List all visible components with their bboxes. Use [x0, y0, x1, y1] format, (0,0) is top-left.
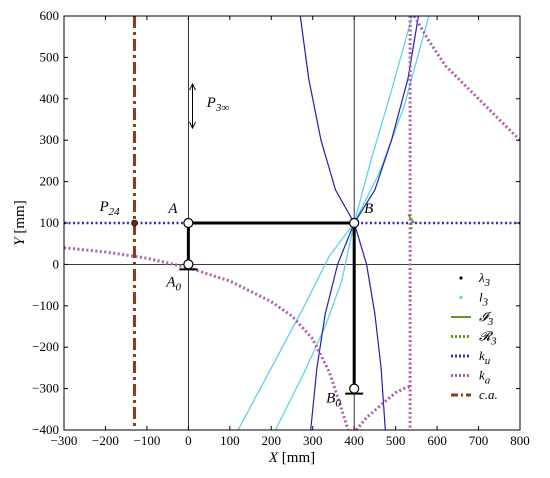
- label-B0: B0: [326, 391, 341, 410]
- x-tick-label: 700: [469, 433, 489, 448]
- p3inf-label: P3∞: [206, 95, 230, 114]
- y-tick-label: 400: [40, 91, 60, 106]
- y-tick-label: 500: [40, 49, 60, 64]
- legend-swatch-0: [459, 276, 463, 280]
- y-tick-label: −400: [32, 422, 59, 437]
- y-tick-label: 0: [53, 256, 60, 271]
- legend-label-0: λ3: [478, 270, 491, 289]
- joint-A: [183, 217, 194, 229]
- y-tick-label: 600: [40, 8, 60, 23]
- label-A: A: [167, 201, 178, 217]
- legend-label-2: 𝓘3: [479, 309, 494, 328]
- legend-label-1: l3: [479, 290, 489, 309]
- joint-A0: [183, 259, 194, 270]
- label-B: B: [364, 201, 373, 217]
- x-axis-label: X [mm]: [268, 450, 315, 466]
- p3inf-arrowhead-down: [189, 121, 196, 130]
- x-tick-label: 400: [344, 433, 364, 448]
- joint-B: [349, 217, 360, 229]
- x-tick-label: 600: [427, 433, 447, 448]
- x-tick-label: −100: [133, 433, 160, 448]
- x-tick-label: 800: [510, 433, 530, 448]
- legend-swatch-1: [459, 295, 463, 300]
- plot-area: [64, 16, 520, 430]
- l3-curve-2: [274, 16, 413, 430]
- ka-branch-left: [64, 246, 350, 430]
- label-P24: P24: [98, 199, 120, 218]
- y-tick-label: −100: [32, 298, 59, 313]
- l3-curve-1: [237, 16, 430, 430]
- x-tick-label: 300: [303, 433, 323, 448]
- y-tick-label: 200: [40, 174, 60, 189]
- y-tick-label: 300: [40, 132, 60, 147]
- legend-label-5: ka: [479, 368, 491, 387]
- x-tick-label: −200: [92, 433, 119, 448]
- legend-label-4: ku: [479, 348, 491, 367]
- x-tick-label: −300: [51, 433, 78, 448]
- x-tick-label: 200: [262, 433, 282, 448]
- y-axis-label: Y [mm]: [12, 200, 28, 245]
- y-tick-label: 100: [40, 215, 60, 230]
- y-tick-label: −300: [32, 381, 59, 396]
- p3inf-arrowhead-up: [189, 82, 196, 91]
- x-tick-label: 500: [386, 433, 406, 448]
- i3-marker: [407, 214, 415, 224]
- x-tick-label: 100: [220, 433, 240, 448]
- legend-label-3: 𝓡3: [479, 329, 497, 348]
- ka-branch-right: [413, 16, 520, 142]
- point-P24: [131, 219, 138, 227]
- y-tick-label: −200: [32, 339, 59, 354]
- joint-B0: [349, 383, 360, 394]
- legend-label-6: c.a.: [479, 387, 498, 402]
- label-A0: A0: [165, 274, 181, 293]
- x-tick-label: 0: [185, 433, 192, 448]
- ka-bottom-tail: [355, 385, 411, 430]
